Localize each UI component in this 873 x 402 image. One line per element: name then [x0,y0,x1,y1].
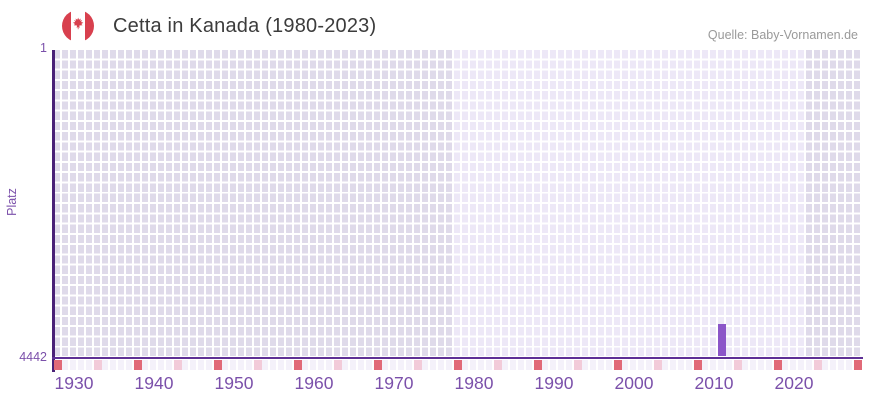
bottom-tick-mark-1983 [494,360,502,370]
bottom-tick-mark-1928 [54,360,62,370]
bottom-tick-mark-1993 [574,360,582,370]
y-tick-label-bottom: 4442 [19,350,47,364]
bottom-tick-mark-1958 [294,360,302,370]
x-tick-label-1960: 1960 [294,373,334,393]
x-tick-label-1980: 1980 [454,373,494,393]
bottom-tick-mark-1963 [334,360,342,370]
outside-range-region [806,50,862,358]
highlight-band-region [454,50,806,358]
bottom-tick-mark-1978 [454,360,462,370]
bottom-tick-mark-1973 [414,360,422,370]
x-tick-label-2010: 2010 [694,373,734,393]
rank-bar-2011[interactable] [718,323,726,357]
bottom-tick-mark-2008 [694,360,702,370]
x-axis-line [52,356,863,359]
y-tick-label-top: 1 [40,41,47,55]
plot-area [54,50,862,358]
bottom-tick-mark-1953 [254,360,262,370]
chart-title: Cetta in Kanada (1980-2023) [113,15,377,37]
bottom-marks-row [54,360,862,370]
bottom-tick-mark-1988 [534,360,542,370]
outside-range-region [54,50,454,358]
x-tick-label-2020: 2020 [774,373,814,393]
x-tick-label-2000: 2000 [614,373,654,393]
source-credit: Quelle: Baby-Vornamen.de [707,28,858,42]
y-axis-label: Platz [5,188,19,216]
bottom-tick-mark-2003 [654,360,662,370]
x-tick-label-1950: 1950 [214,373,254,393]
y-axis-line [52,50,55,372]
bottom-tick-mark-1968 [374,360,382,370]
x-tick-label-1930: 1930 [54,373,94,393]
bottom-tick-mark-1943 [174,360,182,370]
bottom-tick-mark-2013 [734,360,742,370]
bottom-tick-mark-1998 [614,360,622,370]
canada-flag-icon [62,10,94,42]
bottom-tick-mark-2018 [774,360,782,370]
bottom-tick-mark-1938 [134,360,142,370]
x-tick-label-1940: 1940 [134,373,174,393]
bottom-tick-mark-2028 [854,360,862,370]
bottom-tick-mark-1933 [94,360,102,370]
bottom-tick-mark-2023 [814,360,822,370]
x-tick-label-1990: 1990 [534,373,574,393]
x-tick-label-1970: 1970 [374,373,414,393]
bottom-tick-mark-1948 [214,360,222,370]
